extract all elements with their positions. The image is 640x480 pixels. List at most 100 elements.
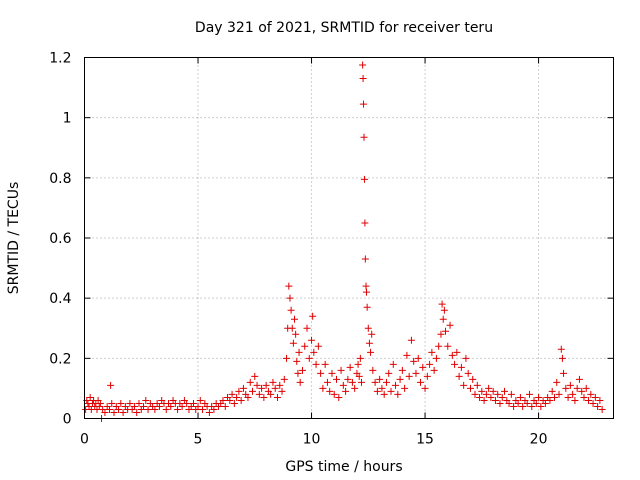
x-tick-label: 20 xyxy=(530,432,548,448)
data-point xyxy=(571,396,579,404)
data-point xyxy=(95,402,103,410)
data-point xyxy=(401,384,409,392)
y-tick-label: 0.8 xyxy=(49,171,71,187)
data-point xyxy=(233,393,241,401)
data-point xyxy=(410,357,418,365)
data-point xyxy=(462,354,470,362)
data-point xyxy=(368,330,376,338)
data-point xyxy=(380,390,388,398)
data-point xyxy=(210,405,218,413)
axis-ticks xyxy=(84,57,614,419)
data-point xyxy=(453,348,461,356)
data-point xyxy=(194,402,202,410)
data-point xyxy=(546,396,554,404)
data-point xyxy=(507,390,515,398)
data-point xyxy=(496,399,504,407)
data-point xyxy=(357,378,365,386)
y-tick-labels: 0 0.2 0.4 0.6 0.8 1 1.2 xyxy=(49,51,71,428)
data-point xyxy=(359,61,367,69)
chart-title: Day 321 of 2021, SRMTID for receiver ter… xyxy=(195,20,493,36)
y-tick-label: 1 xyxy=(63,111,72,127)
data-point xyxy=(321,360,329,368)
data-point xyxy=(407,336,415,344)
data-point xyxy=(562,384,570,392)
data-point xyxy=(235,387,243,395)
data-point xyxy=(308,336,316,344)
data-point xyxy=(403,351,411,359)
data-point xyxy=(126,399,134,407)
data-point xyxy=(276,381,284,389)
data-point xyxy=(376,375,384,383)
data-point xyxy=(237,396,245,404)
data-point xyxy=(230,399,238,407)
data-point xyxy=(283,354,291,362)
data-point xyxy=(226,396,234,404)
data-point xyxy=(460,381,468,389)
data-point xyxy=(437,330,445,338)
data-point xyxy=(262,381,270,389)
x-tick-labels: 0 5 10 15 20 xyxy=(80,432,547,448)
data-point xyxy=(587,390,595,398)
data-point xyxy=(564,393,572,401)
data-point xyxy=(389,360,397,368)
data-point xyxy=(155,402,163,410)
data-point xyxy=(435,342,443,350)
plot-frame xyxy=(84,57,614,419)
data-point xyxy=(596,396,604,404)
data-point xyxy=(516,393,524,401)
y-tick-label: 1.2 xyxy=(49,51,71,67)
data-point xyxy=(298,366,306,374)
data-point xyxy=(196,396,204,404)
data-point xyxy=(485,384,493,392)
data-point xyxy=(110,408,118,416)
data-point xyxy=(550,393,558,401)
data-point xyxy=(487,393,495,401)
data-point xyxy=(405,372,413,380)
data-point xyxy=(598,405,606,413)
data-point xyxy=(578,387,586,395)
data-point xyxy=(323,378,331,386)
data-point xyxy=(354,360,362,368)
data-point xyxy=(292,330,300,338)
data-point xyxy=(441,327,449,335)
data-point xyxy=(555,390,563,398)
data-point xyxy=(105,405,113,413)
data-point xyxy=(414,354,422,362)
data-point xyxy=(269,378,277,386)
data-point xyxy=(558,354,566,362)
data-point xyxy=(251,372,259,380)
data-point xyxy=(476,393,484,401)
data-point xyxy=(455,372,463,380)
data-point xyxy=(369,366,377,374)
data-point xyxy=(301,342,309,350)
data-point xyxy=(392,381,400,389)
data-point xyxy=(151,405,159,413)
data-point xyxy=(419,363,427,371)
data-point xyxy=(478,387,486,395)
data-point xyxy=(135,399,143,407)
data-point xyxy=(346,363,354,371)
data-point xyxy=(528,402,536,410)
data-point xyxy=(548,387,556,395)
data-point xyxy=(330,390,338,398)
data-point xyxy=(396,375,404,383)
data-point xyxy=(219,396,227,404)
data-point xyxy=(291,315,299,323)
data-point xyxy=(582,384,590,392)
data-points xyxy=(82,61,606,422)
data-point xyxy=(421,384,429,392)
data-point xyxy=(255,390,263,398)
data-point xyxy=(342,387,350,395)
data-point xyxy=(525,390,533,398)
data-point xyxy=(363,303,371,311)
data-point xyxy=(280,375,288,383)
data-point xyxy=(394,390,402,398)
data-point xyxy=(285,282,293,290)
data-point xyxy=(326,387,334,395)
data-point xyxy=(573,384,581,392)
data-point xyxy=(464,369,472,377)
data-point xyxy=(423,372,431,380)
data-point xyxy=(314,342,322,350)
data-point xyxy=(296,378,304,386)
data-point xyxy=(589,399,597,407)
